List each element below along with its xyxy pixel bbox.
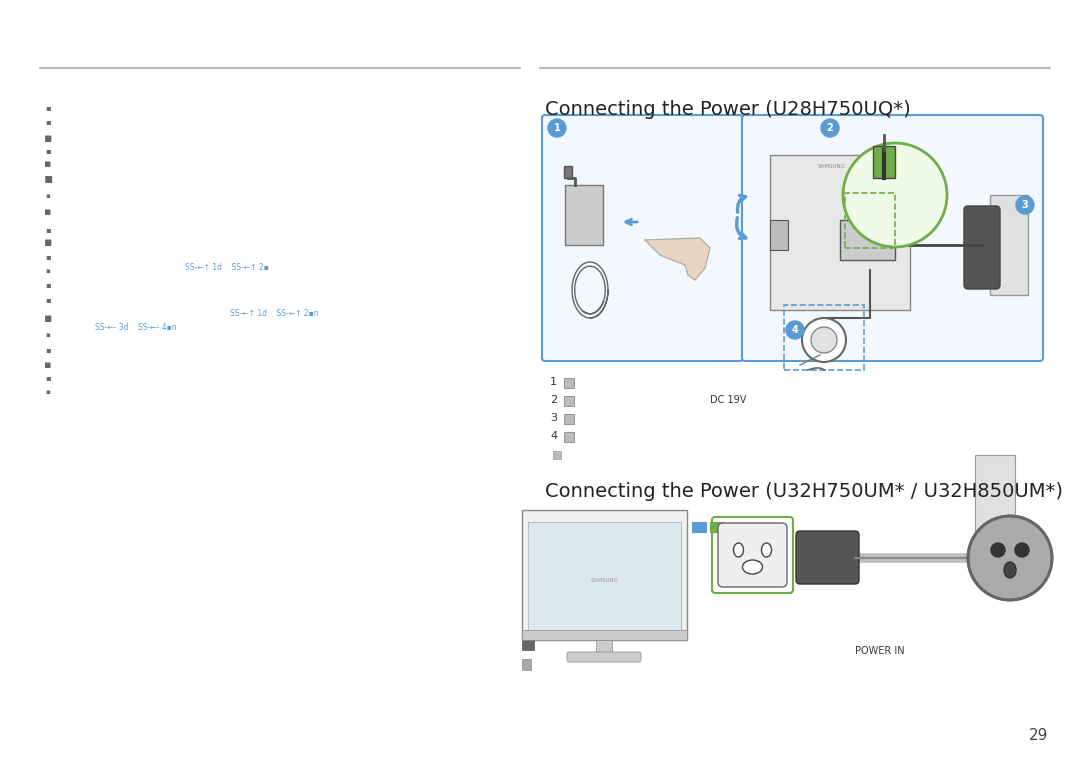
- FancyBboxPatch shape: [796, 531, 859, 584]
- Bar: [553, 451, 561, 459]
- Text: ▪: ▪: [45, 193, 51, 199]
- Text: 2: 2: [826, 123, 834, 133]
- Text: SS-←↑ 1d    SS-←↑ 2▪: SS-←↑ 1d SS-←↑ 2▪: [185, 263, 269, 272]
- Text: 4: 4: [792, 325, 798, 335]
- FancyBboxPatch shape: [712, 517, 793, 593]
- Text: 2: 2: [550, 395, 557, 405]
- Circle shape: [991, 543, 1005, 557]
- Bar: [565, 185, 603, 245]
- Bar: [522, 510, 687, 640]
- Text: ▪: ▪: [45, 146, 51, 156]
- Text: 1: 1: [550, 377, 557, 387]
- Circle shape: [802, 318, 846, 362]
- Bar: [564, 378, 573, 388]
- Text: ▪: ▪: [45, 253, 51, 262]
- Bar: [770, 220, 788, 250]
- Text: DC 19V: DC 19V: [710, 395, 746, 405]
- FancyBboxPatch shape: [542, 115, 743, 361]
- Bar: [564, 166, 572, 178]
- Text: ▪: ▪: [45, 346, 51, 355]
- Text: ▪: ▪: [44, 131, 52, 144]
- Text: ▪: ▪: [43, 171, 53, 185]
- Text: ▪: ▪: [45, 226, 51, 234]
- Text: ▪: ▪: [45, 281, 51, 289]
- Text: ▪: ▪: [45, 374, 51, 382]
- Bar: [564, 414, 573, 424]
- Ellipse shape: [743, 560, 762, 574]
- Circle shape: [786, 321, 804, 339]
- Text: ▪: ▪: [45, 104, 51, 112]
- Text: SAMSUNG: SAMSUNG: [591, 578, 619, 582]
- Bar: [522, 659, 531, 670]
- Ellipse shape: [761, 543, 771, 557]
- Circle shape: [1015, 543, 1029, 557]
- Polygon shape: [645, 238, 710, 280]
- Bar: [770, 155, 910, 310]
- Text: ▪: ▪: [44, 237, 52, 250]
- Bar: [564, 432, 573, 442]
- Ellipse shape: [733, 543, 743, 557]
- Text: ▪: ▪: [44, 207, 52, 217]
- Text: ▪: ▪: [45, 389, 51, 395]
- Bar: [710, 522, 724, 532]
- FancyBboxPatch shape: [567, 652, 642, 662]
- Text: ▪: ▪: [45, 118, 51, 127]
- Circle shape: [843, 143, 947, 247]
- Circle shape: [821, 119, 839, 137]
- Ellipse shape: [1004, 562, 1016, 578]
- Text: ▪: ▪: [44, 311, 52, 324]
- Text: Connecting the Power (U28H750UQ*): Connecting the Power (U28H750UQ*): [545, 100, 910, 119]
- Bar: [840, 220, 895, 260]
- Circle shape: [548, 119, 566, 137]
- FancyBboxPatch shape: [964, 206, 1000, 289]
- Text: POWER IN: POWER IN: [855, 646, 905, 656]
- Text: ▪: ▪: [45, 295, 51, 304]
- Bar: [564, 396, 573, 406]
- Text: 3: 3: [550, 413, 557, 423]
- Text: ▪: ▪: [44, 159, 52, 169]
- Text: SS-←↑ 1d    SS-←↑ 2▪n: SS-←↑ 1d SS-←↑ 2▪n: [230, 308, 319, 317]
- Text: 4: 4: [550, 431, 557, 441]
- Text: ▪: ▪: [44, 360, 52, 370]
- Bar: [692, 522, 706, 532]
- Bar: [873, 146, 895, 178]
- Text: 29: 29: [1028, 727, 1048, 742]
- FancyBboxPatch shape: [718, 523, 787, 587]
- FancyBboxPatch shape: [742, 115, 1043, 361]
- Circle shape: [968, 516, 1052, 600]
- Bar: [528, 522, 681, 632]
- Text: Connecting the Power (U32H750UM* / U32H850UM*): Connecting the Power (U32H750UM* / U32H8…: [545, 482, 1063, 501]
- Bar: [975, 455, 1015, 535]
- Bar: [522, 630, 687, 640]
- Bar: [522, 636, 534, 650]
- Bar: [990, 195, 1028, 295]
- Circle shape: [1016, 196, 1034, 214]
- Bar: [596, 640, 612, 658]
- Text: 3: 3: [1022, 200, 1028, 210]
- Text: 1: 1: [554, 123, 561, 133]
- Text: ▪: ▪: [45, 332, 51, 338]
- Text: SS-←- 3d    SS-←- 4▪n: SS-←- 3d SS-←- 4▪n: [95, 323, 177, 331]
- Circle shape: [811, 327, 837, 353]
- Text: SAMSUNG: SAMSUNG: [818, 165, 846, 169]
- Text: ▪: ▪: [45, 268, 51, 274]
